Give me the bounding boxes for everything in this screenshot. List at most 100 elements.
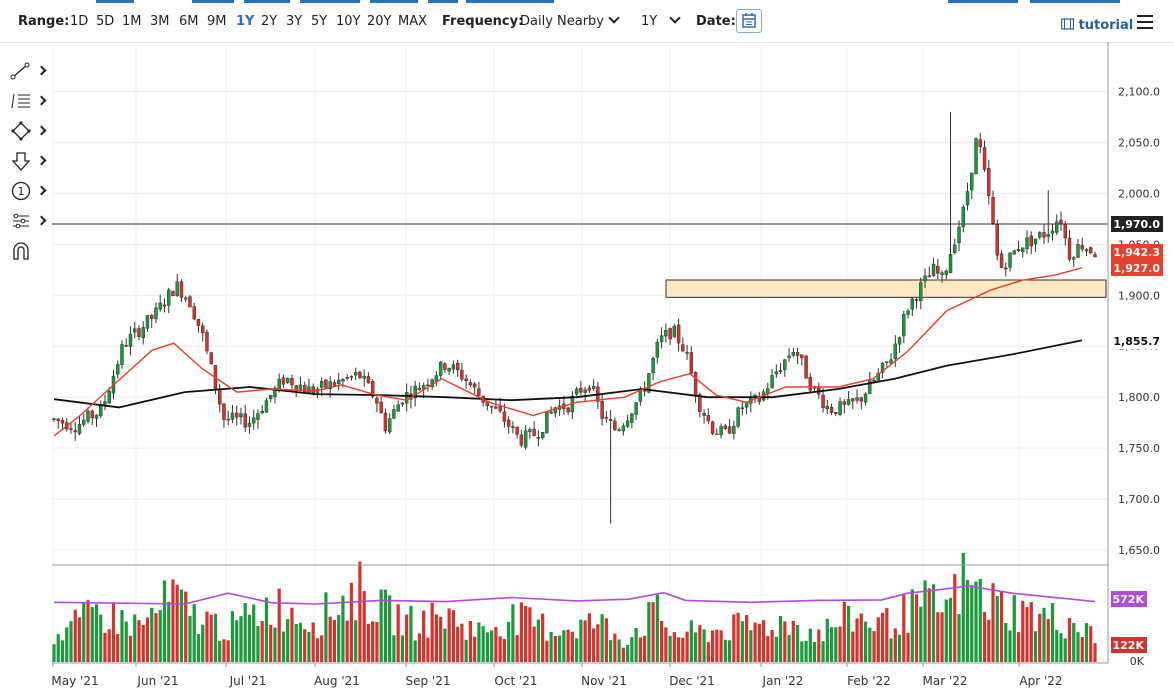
- candle[interactable]: [205, 331, 209, 352]
- volume-bar[interactable]: [175, 584, 179, 662]
- candle[interactable]: [880, 362, 885, 373]
- top-tab[interactable]: [428, 0, 458, 3]
- candle[interactable]: [659, 335, 664, 343]
- candle[interactable]: [604, 417, 609, 419]
- candle[interactable]: [995, 224, 999, 256]
- candle[interactable]: [940, 272, 944, 275]
- candle[interactable]: [370, 381, 375, 397]
- volume-bar[interactable]: [158, 610, 162, 662]
- candle[interactable]: [145, 315, 150, 329]
- candle[interactable]: [218, 388, 222, 405]
- volume-bar[interactable]: [1063, 638, 1067, 662]
- candle[interactable]: [787, 355, 791, 359]
- volume-bar[interactable]: [953, 574, 957, 662]
- candle[interactable]: [800, 354, 804, 359]
- volume-bar[interactable]: [677, 637, 681, 662]
- volume-bar[interactable]: [426, 637, 430, 662]
- volume-bar[interactable]: [541, 613, 545, 662]
- volume-bar[interactable]: [991, 583, 995, 662]
- volume-bar[interactable]: [477, 622, 481, 662]
- volume-bar[interactable]: [324, 592, 328, 662]
- volume-bar[interactable]: [341, 595, 345, 662]
- volume-bar[interactable]: [490, 630, 494, 662]
- candle[interactable]: [987, 167, 991, 196]
- volume-bar[interactable]: [188, 615, 192, 662]
- candle[interactable]: [141, 327, 145, 339]
- volume-bar[interactable]: [371, 621, 375, 662]
- volume-bar[interactable]: [744, 615, 749, 662]
- candle[interactable]: [302, 385, 307, 393]
- candle[interactable]: [196, 318, 201, 326]
- volume-bar[interactable]: [736, 612, 740, 662]
- volume-bar[interactable]: [774, 636, 778, 662]
- candle[interactable]: [201, 325, 205, 334]
- volume-bar[interactable]: [519, 602, 523, 662]
- candle[interactable]: [502, 411, 507, 422]
- candle[interactable]: [162, 304, 167, 307]
- volume-bar[interactable]: [468, 620, 472, 662]
- volume-bar[interactable]: [583, 620, 587, 662]
- volume-bar[interactable]: [600, 614, 604, 662]
- volume-bar[interactable]: [1033, 631, 1038, 662]
- candle[interactable]: [672, 325, 677, 338]
- candle[interactable]: [1042, 232, 1046, 238]
- candle[interactable]: [549, 411, 553, 414]
- candle[interactable]: [634, 402, 638, 415]
- candle[interactable]: [222, 403, 226, 420]
- fib-tool[interactable]: [8, 90, 48, 114]
- volume-bar[interactable]: [434, 614, 439, 662]
- volume-bar[interactable]: [269, 624, 273, 662]
- candle[interactable]: [128, 333, 133, 347]
- volume-bar[interactable]: [655, 594, 659, 662]
- volume-bar[interactable]: [800, 641, 804, 662]
- volume-bar[interactable]: [409, 605, 413, 662]
- candle[interactable]: [889, 359, 893, 364]
- volume-bar[interactable]: [948, 597, 953, 662]
- candle[interactable]: [239, 413, 243, 418]
- volume-bar[interactable]: [664, 627, 668, 662]
- volume-bar[interactable]: [978, 578, 982, 662]
- candle[interactable]: [698, 394, 702, 412]
- candle[interactable]: [744, 402, 749, 408]
- volume-bar[interactable]: [885, 608, 889, 662]
- volume-bar[interactable]: [880, 612, 885, 662]
- candle[interactable]: [855, 397, 859, 401]
- candle[interactable]: [1076, 244, 1080, 258]
- volume-bar[interactable]: [383, 589, 388, 662]
- volume-bar[interactable]: [558, 635, 562, 662]
- volume-bar[interactable]: [162, 580, 167, 662]
- candle[interactable]: [851, 398, 855, 402]
- volume-bar[interactable]: [562, 630, 566, 662]
- candle[interactable]: [1093, 254, 1097, 258]
- volume-bar[interactable]: [120, 610, 124, 662]
- volume-bar[interactable]: [456, 626, 460, 662]
- candle[interactable]: [290, 378, 294, 386]
- candle[interactable]: [455, 362, 460, 371]
- annotation-tool[interactable]: 1: [8, 180, 48, 204]
- candle[interactable]: [260, 411, 264, 414]
- volume-bar[interactable]: [1059, 633, 1063, 662]
- volume-bar[interactable]: [681, 637, 685, 662]
- volume-bar[interactable]: [311, 622, 315, 662]
- volume-bar[interactable]: [332, 619, 337, 662]
- candle[interactable]: [732, 425, 736, 434]
- volume-bar[interactable]: [447, 608, 451, 662]
- volume-bar[interactable]: [685, 631, 689, 662]
- volume-bar[interactable]: [778, 616, 783, 662]
- candle[interactable]: [77, 423, 82, 434]
- candle[interactable]: [523, 430, 528, 448]
- volume-bar[interactable]: [86, 600, 90, 662]
- candle[interactable]: [99, 404, 103, 417]
- volume-bar[interactable]: [209, 614, 213, 662]
- calendar-button[interactable]: [736, 9, 762, 33]
- candle[interactable]: [706, 415, 711, 422]
- candle[interactable]: [982, 147, 987, 170]
- candle[interactable]: [506, 419, 511, 427]
- volume-bar[interactable]: [171, 579, 175, 662]
- candle[interactable]: [243, 413, 247, 428]
- volume-bar[interactable]: [579, 619, 583, 662]
- candle[interactable]: [545, 411, 549, 434]
- volume-bar[interactable]: [179, 589, 184, 662]
- volume-bar[interactable]: [812, 641, 817, 662]
